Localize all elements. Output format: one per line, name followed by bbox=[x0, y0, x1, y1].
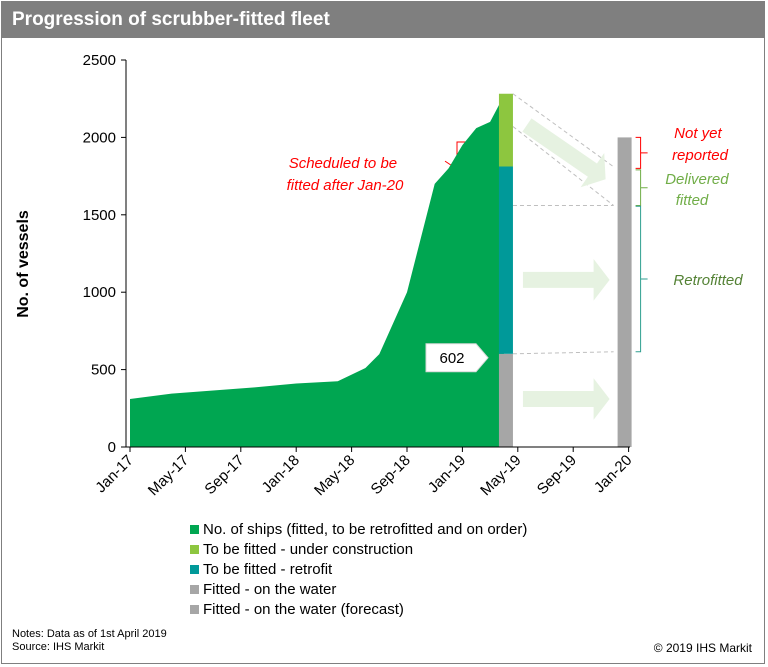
bar-segment bbox=[617, 137, 632, 447]
x-tick-label: Sep-18 bbox=[368, 452, 414, 498]
y-tick-label: 2000 bbox=[83, 129, 116, 146]
legend-item-fleet: No. of ships (fitted, to be retrofitted … bbox=[190, 519, 527, 539]
projection-arrow bbox=[522, 118, 606, 188]
note-retrofitted: Retrofitted bbox=[673, 272, 743, 289]
note-delivered-fitted: Delivered fitted bbox=[665, 171, 733, 209]
legend-item-under-construction: To be fitted - under construction bbox=[190, 539, 527, 559]
note-not-yet-reported: Not yet reported bbox=[672, 125, 729, 164]
svg-text:Retrofitted: Retrofitted bbox=[673, 272, 743, 289]
annotation-bracket bbox=[635, 169, 648, 207]
x-tick-label: Sep-17 bbox=[201, 452, 247, 498]
projection-dashed-line bbox=[512, 351, 614, 355]
bar-segment bbox=[498, 93, 513, 167]
legend-swatch-fleet bbox=[190, 524, 199, 534]
x-tick-label: Jan-20 bbox=[591, 452, 635, 496]
legend-label-fitted-forecast: Fitted - on the water (forecast) bbox=[203, 600, 404, 618]
projection-arrow bbox=[522, 378, 610, 420]
svg-text:Delivered fitted: Delivered fitted bbox=[665, 171, 733, 209]
y-axis-title: No. of vessels bbox=[15, 210, 32, 318]
svg-text:Scheduled to be fitted: Scheduled to be fitted after Jan-20 bbox=[287, 155, 404, 194]
y-tick-label: 2500 bbox=[83, 52, 116, 69]
legend: No. of ships (fitted, to be retrofitted … bbox=[190, 519, 527, 619]
note-scheduled-line-2: fitted after Jan-20 bbox=[287, 177, 404, 194]
fleet-area bbox=[130, 95, 504, 447]
legend-label-under-construction: To be fitted - under construction bbox=[203, 540, 414, 558]
legend-swatch-retrofit bbox=[190, 564, 199, 574]
legend-swatch-under-construction bbox=[190, 544, 199, 554]
x-tick-label: Sep-19 bbox=[534, 452, 580, 498]
note-scheduled-after-jan20: Scheduled to be fitted after Jan-20 bbox=[287, 155, 404, 194]
source-text: Source: IHS Markit bbox=[12, 641, 105, 653]
note-not-yet-line-1: Not yet bbox=[674, 125, 722, 142]
legend-swatch-fitted bbox=[190, 584, 199, 594]
legend-item-fitted-forecast: Fitted - on the water (forecast) bbox=[190, 599, 527, 619]
x-tick-label: Jan-19 bbox=[425, 452, 469, 496]
bar-segment bbox=[498, 353, 513, 447]
note-not-yet-line-2: reported bbox=[672, 147, 729, 164]
projection-arrow bbox=[522, 259, 610, 301]
y-tick-label: 1500 bbox=[83, 207, 116, 224]
x-tick-label: May-17 bbox=[145, 452, 192, 499]
callout-602: 602 bbox=[425, 343, 489, 373]
y-tick-label: 1000 bbox=[83, 284, 116, 301]
chart-svg: 0 500 1000 1500 2000 2500 Jan-17 May-17 Sep-17 J… bbox=[15, 52, 743, 499]
legend-label-fitted: Fitted - on the water bbox=[203, 580, 337, 598]
annotation-bracket bbox=[635, 205, 648, 353]
note-retrofitted-line-1: Retrofitted bbox=[673, 272, 743, 289]
note-scheduled-line-1: Scheduled to be bbox=[289, 155, 397, 172]
legend-item-fitted: Fitted - on the water bbox=[190, 579, 527, 599]
projection-dashed-line bbox=[512, 126, 614, 206]
legend-label-retrofit: To be fitted - retrofit bbox=[203, 560, 333, 578]
footer-notes: Notes: Data as of 1st April 2019 Source:… bbox=[12, 628, 167, 654]
y-tick-label: 0 bbox=[108, 439, 116, 456]
x-tick-label: May-19 bbox=[477, 452, 524, 499]
annotation-bracket bbox=[635, 136, 648, 169]
title-bar: Progression of scrubber-fitted fleet bbox=[2, 2, 764, 38]
legend-item-retrofit: To be fitted - retrofit bbox=[190, 559, 527, 579]
copyright-text: © 2019 IHS Markit bbox=[653, 641, 752, 655]
y-tick-label: 500 bbox=[91, 362, 116, 379]
chart-title: Progression of scrubber-fitted fleet bbox=[12, 9, 330, 30]
note-delivered-line-2: fitted bbox=[676, 192, 709, 209]
callout-602-label: 602 bbox=[439, 350, 464, 367]
note-delivered-line-1: Delivered bbox=[665, 171, 729, 188]
legend-label-fleet: No. of ships (fitted, to be retrofitted … bbox=[203, 520, 528, 538]
x-tick-label: May-18 bbox=[311, 452, 358, 499]
notes-text: Notes: Data as of 1st April 2019 bbox=[12, 628, 167, 640]
legend-swatch-fitted-forecast bbox=[190, 604, 199, 614]
svg-text:Not yet reported: Not yet reported bbox=[672, 125, 729, 164]
x-tick-label: Jan-18 bbox=[259, 452, 303, 496]
bar-segment bbox=[498, 166, 513, 354]
x-tick-label: Jan-17 bbox=[92, 452, 136, 496]
